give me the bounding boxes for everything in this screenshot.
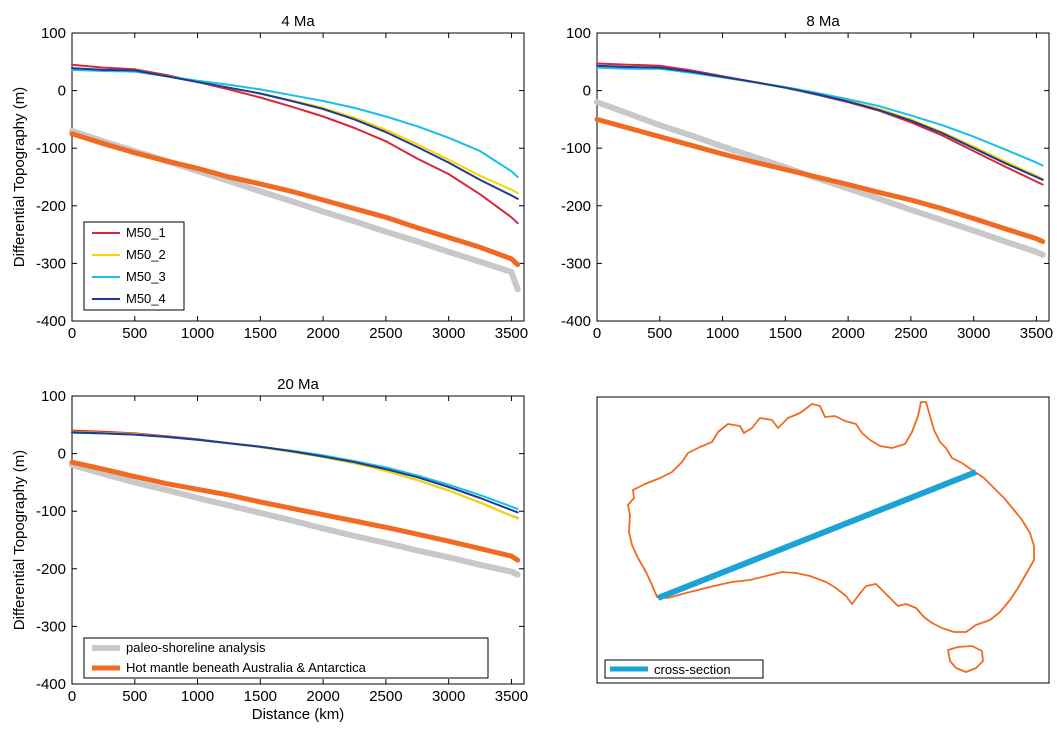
legend-label: M50_3 [126, 269, 166, 284]
x-tick-label: 2500 [369, 688, 402, 705]
x-tick-label: 2500 [894, 325, 927, 342]
chart-title: 20 Ma [277, 376, 319, 393]
series-line-hot-mantle-beneath-australia-antarctica [69, 459, 521, 563]
x-tick-label: 0 [593, 325, 601, 342]
map-legend: cross-section [604, 659, 764, 679]
y-tick-label: 0 [58, 83, 66, 100]
y-tick-label: -200 [561, 198, 591, 215]
y-tick-label: -400 [561, 313, 591, 330]
chart-panel-4ma: 0 500 1000 1500 2000 2500 3000 3500-400-300-200… [11, 13, 528, 342]
map-legend-label: cross-section [654, 662, 731, 677]
x-axis-label: Distance (km) [252, 706, 345, 723]
x-tick-label: 3000 [432, 325, 465, 342]
x-tick-label: 1000 [181, 688, 214, 705]
y-tick-label: -400 [36, 313, 66, 330]
x-tick-label: 3000 [957, 325, 990, 342]
chart-title: 4 Ma [281, 13, 315, 30]
series-line-paleo-shoreline-analysis [69, 462, 521, 578]
series-line-hot-mantle-beneath-australia-antarctica [69, 131, 521, 268]
y-axis-label: Differential Topography (m) [11, 450, 28, 630]
legend-box [83, 221, 185, 311]
x-tick-label: 1000 [181, 325, 214, 342]
map-legend-box [604, 659, 764, 679]
y-tick-label: -100 [36, 503, 66, 520]
x-tick-label: 1500 [769, 325, 802, 342]
legend-label: Hot mantle beneath Australia & Antarctic… [126, 660, 367, 675]
y-tick-label: -400 [36, 676, 66, 693]
series-line-m50-4 [596, 64, 1044, 181]
series-line-m50-4 [71, 431, 519, 514]
chart-legend: M50_1 M50_2 M50_3 M50_4 [83, 221, 185, 311]
x-tick-label: 1500 [244, 688, 277, 705]
x-tick-label: 3500 [1020, 325, 1053, 342]
series-line-hot-mantle-beneath-australia-antarctica [594, 116, 1046, 244]
x-tick-label: 2000 [831, 325, 864, 342]
x-tick-label: 500 [647, 325, 672, 342]
y-tick-label: 0 [583, 83, 591, 100]
y-tick-label: -200 [36, 561, 66, 578]
x-tick-label: 3500 [495, 325, 528, 342]
cross-section-line [656, 469, 978, 601]
y-tick-label: -300 [561, 255, 591, 272]
map-frame [596, 396, 1050, 684]
y-tick-label: 0 [58, 446, 66, 463]
y-axis-label: Differential Topography (m) [11, 87, 28, 267]
y-tick-label: 100 [41, 388, 66, 405]
y-tick-label: -300 [36, 618, 66, 635]
chart-panel-20ma: 0 500 1000 1500 2000 2500 3000 3500-400-300-200… [11, 376, 528, 723]
x-tick-label: 2000 [306, 688, 339, 705]
x-tick-label: 3000 [432, 688, 465, 705]
x-tick-label: 1000 [706, 325, 739, 342]
chart-legend: paleo-shoreline analysis Hot mantle benea… [83, 637, 489, 679]
legend-label: M50_4 [126, 291, 166, 306]
series-line-paleo-shoreline-analysis [594, 99, 1046, 258]
x-tick-label: 1500 [244, 325, 277, 342]
chart-panel-8ma: 0 500 1000 1500 2000 2500 3000 3500-400-300-200… [561, 13, 1053, 342]
y-tick-label: -200 [36, 198, 66, 215]
x-tick-label: 0 [68, 688, 76, 705]
series-line-m50-4 [71, 67, 519, 200]
x-tick-label: 500 [122, 688, 147, 705]
y-tick-label: 100 [566, 25, 591, 42]
x-tick-label: 3500 [495, 688, 528, 705]
y-tick-label: -300 [36, 255, 66, 272]
map-panel: cross-section [596, 396, 1050, 684]
y-tick-label: 100 [41, 25, 66, 42]
y-tick-label: -100 [561, 140, 591, 157]
legend-label: M50_1 [126, 225, 166, 240]
x-tick-label: 2000 [306, 325, 339, 342]
y-tick-label: -100 [36, 140, 66, 157]
legend-label: M50_2 [126, 247, 166, 262]
x-tick-label: 500 [122, 325, 147, 342]
legend-box [83, 637, 489, 679]
x-tick-label: 2500 [369, 325, 402, 342]
series-line-m50-1 [71, 63, 519, 225]
legend-label: paleo-shoreline analysis [126, 640, 266, 655]
series-line-m50-3 [596, 66, 1044, 167]
chart-title: 8 Ma [806, 13, 840, 30]
x-tick-label: 0 [68, 325, 76, 342]
australia-outline [627, 401, 1035, 673]
